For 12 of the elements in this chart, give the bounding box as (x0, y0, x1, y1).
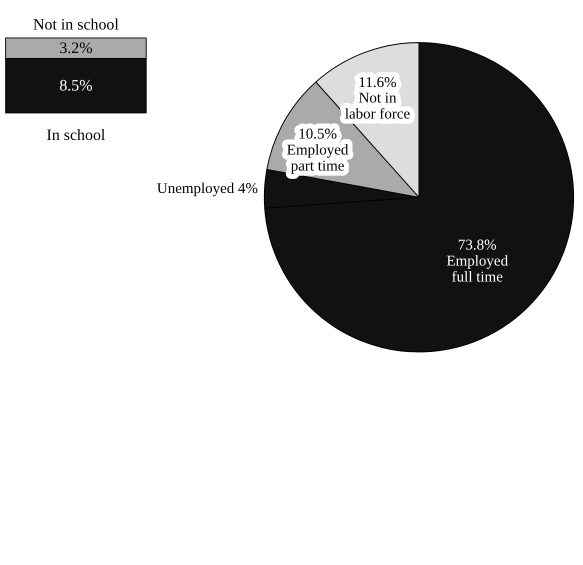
data-label: 11.6% (358, 74, 397, 91)
slice-label: Employed full time (446, 254, 509, 286)
pie-slice (264, 42, 574, 352)
data-label: 8.5% (59, 77, 93, 94)
series-label: Not in school (33, 16, 120, 34)
data-label: 10.5% (298, 126, 337, 143)
series-label: In school (46, 127, 106, 144)
slice-label: Employed part time (286, 142, 349, 174)
data-label: 3.2% (59, 40, 93, 57)
data-label: 73.8% (458, 238, 497, 254)
slice-label: Unemployed 4% (156, 181, 258, 198)
slice-label: Not in labor force (344, 90, 411, 123)
